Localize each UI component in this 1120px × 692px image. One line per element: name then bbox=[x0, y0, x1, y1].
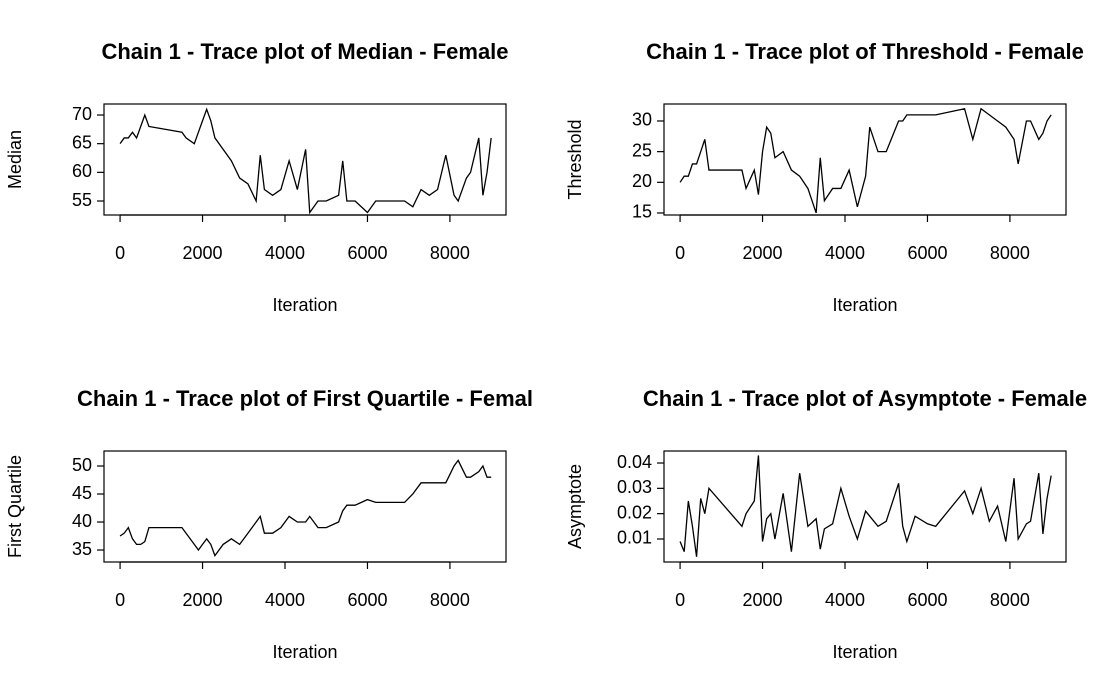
x-tick-label: 4000 bbox=[265, 243, 305, 263]
y-tick-label: 0.01 bbox=[617, 528, 652, 548]
x-tick-label: 6000 bbox=[907, 243, 947, 263]
trace-line bbox=[119, 107, 492, 215]
x-tick-label: 4000 bbox=[265, 590, 305, 610]
y-tick-label: 65 bbox=[72, 132, 92, 152]
y-tick-label: 60 bbox=[72, 161, 92, 181]
x-tick-label: 0 bbox=[675, 243, 685, 263]
panel-title: Chain 1 - Trace plot of First Quartile -… bbox=[77, 386, 533, 411]
y-axis-label: Asymptote bbox=[565, 464, 585, 549]
panel-title: Chain 1 - Trace plot of Threshold - Fema… bbox=[646, 39, 1084, 64]
x-axis-label: Iteration bbox=[832, 642, 897, 662]
y-axis-label: Median bbox=[5, 130, 25, 189]
x-axis-label: Iteration bbox=[832, 295, 897, 315]
y-axis-label: Threshold bbox=[565, 119, 585, 199]
trace-line bbox=[679, 107, 1052, 214]
y-tick-label: 50 bbox=[72, 455, 92, 475]
y-tick-label: 45 bbox=[72, 483, 92, 503]
y-tick-label: 35 bbox=[72, 539, 92, 559]
plot-frame bbox=[663, 103, 1067, 216]
trace-line bbox=[679, 455, 1052, 557]
y-tick-label: 40 bbox=[72, 511, 92, 531]
x-tick-label: 8000 bbox=[430, 243, 470, 263]
trace-line bbox=[119, 459, 492, 557]
x-axis-label: Iteration bbox=[272, 642, 337, 662]
x-axis-label: Iteration bbox=[272, 295, 337, 315]
y-tick-label: 20 bbox=[632, 171, 652, 191]
plot-frame bbox=[103, 450, 507, 563]
y-tick-label: 55 bbox=[72, 190, 92, 210]
x-tick-label: 6000 bbox=[347, 243, 387, 263]
x-tick-label: 2000 bbox=[183, 590, 223, 610]
y-tick-label: 70 bbox=[72, 104, 92, 124]
x-tick-label: 0 bbox=[115, 243, 125, 263]
x-tick-label: 2000 bbox=[743, 590, 783, 610]
x-tick-label: 8000 bbox=[990, 590, 1030, 610]
x-tick-label: 4000 bbox=[825, 590, 865, 610]
panel-title: Chain 1 - Trace plot of Median - Female bbox=[101, 39, 508, 64]
x-tick-label: 6000 bbox=[907, 590, 947, 610]
y-tick-label: 15 bbox=[632, 202, 652, 222]
y-tick-label: 30 bbox=[632, 110, 652, 130]
x-tick-label: 0 bbox=[115, 590, 125, 610]
y-tick-label: 25 bbox=[632, 140, 652, 160]
x-tick-label: 8000 bbox=[430, 590, 470, 610]
x-tick-label: 0 bbox=[675, 590, 685, 610]
x-tick-label: 6000 bbox=[347, 590, 387, 610]
x-tick-label: 2000 bbox=[743, 243, 783, 263]
panel-title: Chain 1 - Trace plot of Asymptote - Fema… bbox=[643, 386, 1087, 411]
y-axis-label: First Quartile bbox=[5, 455, 25, 558]
x-tick-label: 4000 bbox=[825, 243, 865, 263]
y-tick-label: 0.04 bbox=[617, 452, 652, 472]
plot-frame bbox=[103, 103, 507, 216]
x-tick-label: 2000 bbox=[183, 243, 223, 263]
y-tick-label: 0.02 bbox=[617, 502, 652, 522]
y-tick-label: 0.03 bbox=[617, 477, 652, 497]
x-tick-label: 8000 bbox=[990, 243, 1030, 263]
